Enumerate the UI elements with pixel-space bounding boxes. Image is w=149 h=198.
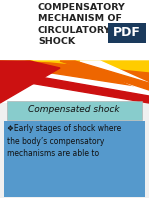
Bar (0, 61, 149, 103)
FancyBboxPatch shape (4, 121, 145, 197)
Bar (0, 0, 149, 98)
FancyBboxPatch shape (7, 101, 142, 120)
Text: COMPENSATORY
MECHANISM OF
CIRCULATORY
SHOCK: COMPENSATORY MECHANISM OF CIRCULATORY SH… (38, 3, 126, 46)
Polygon shape (0, 70, 149, 103)
Polygon shape (0, 61, 149, 83)
Polygon shape (0, 61, 60, 103)
FancyBboxPatch shape (108, 23, 146, 43)
Text: PDF: PDF (113, 27, 141, 39)
Polygon shape (80, 61, 149, 93)
Polygon shape (60, 61, 149, 90)
Polygon shape (0, 61, 149, 88)
Text: ❖Early stages of shock where
the body’s compensatory
mechanisms are able to: ❖Early stages of shock where the body’s … (7, 124, 121, 158)
Text: Compensated shock: Compensated shock (28, 106, 120, 114)
